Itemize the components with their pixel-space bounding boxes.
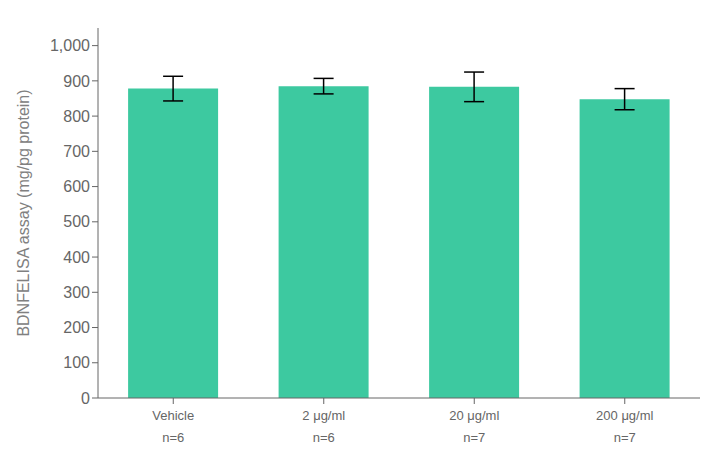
svg-text:0: 0 bbox=[81, 390, 90, 407]
svg-text:700: 700 bbox=[63, 143, 90, 160]
svg-text:100: 100 bbox=[63, 354, 90, 371]
svg-text:Vehicle: Vehicle bbox=[152, 408, 194, 423]
svg-text:400: 400 bbox=[63, 249, 90, 266]
svg-text:600: 600 bbox=[63, 178, 90, 195]
svg-text:2 μg/ml: 2 μg/ml bbox=[302, 408, 345, 423]
svg-text:800: 800 bbox=[63, 108, 90, 125]
svg-text:n=6: n=6 bbox=[313, 430, 335, 445]
svg-text:BDNFELISA assay (mg/pg protein: BDNFELISA assay (mg/pg protein) bbox=[15, 89, 32, 336]
svg-text:300: 300 bbox=[63, 284, 90, 301]
svg-text:n=7: n=7 bbox=[463, 430, 485, 445]
svg-text:20 μg/ml: 20 μg/ml bbox=[449, 408, 499, 423]
svg-text:1,000: 1,000 bbox=[50, 37, 90, 54]
svg-text:500: 500 bbox=[63, 213, 90, 230]
svg-text:200 μg/ml: 200 μg/ml bbox=[596, 408, 653, 423]
svg-text:900: 900 bbox=[63, 73, 90, 90]
svg-text:n=7: n=7 bbox=[614, 430, 636, 445]
svg-text:200: 200 bbox=[63, 319, 90, 336]
svg-text:n=6: n=6 bbox=[162, 430, 184, 445]
